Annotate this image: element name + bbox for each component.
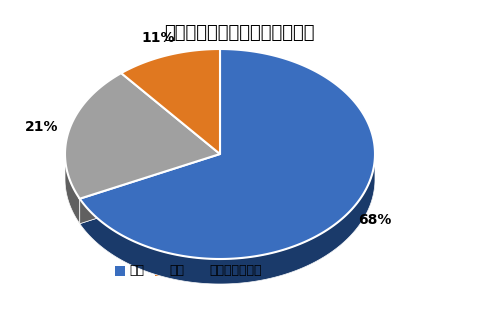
Polygon shape [65,154,80,224]
FancyBboxPatch shape [195,266,205,276]
Text: 21%: 21% [25,120,58,134]
Polygon shape [80,156,375,284]
Polygon shape [121,49,220,154]
Polygon shape [80,154,220,224]
Polygon shape [121,74,220,179]
FancyBboxPatch shape [155,266,165,276]
Polygon shape [65,98,220,224]
Text: 68%: 68% [358,213,391,227]
Text: ラパンの乗り心地の満足度調査: ラパンの乗り心地の満足度調査 [164,24,314,42]
Text: 11%: 11% [141,31,175,45]
FancyBboxPatch shape [115,266,125,276]
Text: 満足: 満足 [129,264,144,277]
Polygon shape [80,49,375,259]
Text: どちらでもない: どちらでもない [209,264,261,277]
Text: 不満: 不満 [169,264,184,277]
Polygon shape [80,154,220,224]
Polygon shape [65,73,220,199]
Polygon shape [80,74,375,284]
